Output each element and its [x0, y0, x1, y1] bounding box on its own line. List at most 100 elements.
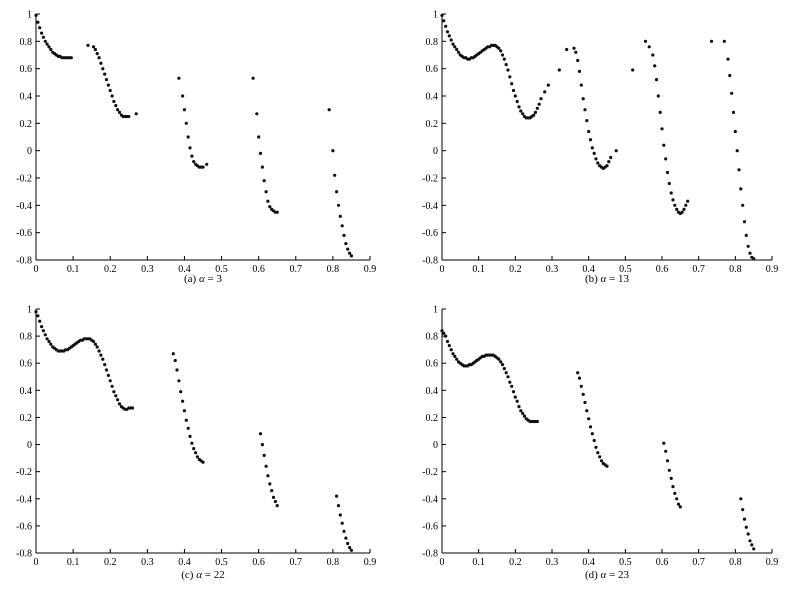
caption-value: = 22: [202, 569, 225, 581]
data-point: [38, 319, 42, 323]
x-tick-label: 0.4: [582, 557, 595, 568]
x-tick-label: 0.5: [619, 264, 632, 275]
x-tick-label: 0.8: [327, 557, 340, 568]
data-point: [445, 30, 450, 34]
data-point: [336, 203, 341, 207]
data-point: [592, 438, 596, 443]
data-point: [500, 363, 505, 367]
x-tick-label: 0: [440, 264, 445, 275]
data-point: [41, 329, 46, 333]
data-point: [504, 371, 508, 375]
x-tick-label: 0.5: [619, 557, 632, 568]
x-tick-label: 0.4: [178, 264, 191, 275]
data-point: [91, 339, 96, 344]
caption-label: (b): [585, 273, 601, 285]
data-point: [682, 207, 686, 211]
y-tick-label: 0.2: [20, 413, 33, 424]
data-point: [103, 72, 107, 76]
data-point: [181, 94, 185, 98]
data-point: [572, 46, 576, 50]
data-point: [535, 106, 539, 110]
data-point: [106, 373, 110, 377]
data-point: [190, 441, 194, 445]
y-tick-label: 0.4: [20, 92, 33, 103]
y-tick-label: -0.2: [422, 467, 438, 478]
x-tick-label: 0.7: [692, 264, 705, 275]
x-tick-label: 0.2: [104, 557, 117, 568]
data-point: [49, 342, 53, 346]
y-tick-label: -0.2: [16, 174, 32, 185]
data-point: [664, 449, 668, 453]
caption-value: = 13: [606, 273, 629, 285]
data-point: [91, 45, 96, 49]
data-point: [275, 504, 279, 508]
data-point: [539, 97, 543, 101]
panel-caption: (d) α = 23: [585, 569, 630, 581]
data-point: [521, 112, 525, 116]
data-point: [651, 53, 655, 57]
x-tick-label: 0.1: [472, 557, 485, 568]
y-tick-label: 0.6: [426, 359, 439, 370]
data-point: [675, 497, 679, 501]
data-point: [451, 42, 455, 46]
y-tick-label: 0: [27, 440, 32, 451]
data-point: [522, 414, 527, 418]
data-point: [737, 168, 741, 172]
data-point: [271, 495, 276, 499]
data-point: [669, 191, 673, 195]
y-tick-label: 0.8: [20, 332, 33, 343]
data-point: [739, 187, 743, 191]
panel-b-chart: 0 0.1 0.2 0.3 0.4 0.5 0.6 0.7 0.8 0.9 1 0.8 0.6 0.4 0.…: [422, 10, 778, 286]
caption-value: = 23: [606, 569, 629, 581]
data-point: [744, 525, 748, 529]
data-point: [746, 244, 750, 248]
data-point: [114, 394, 118, 398]
data-point: [590, 146, 594, 150]
data-point: [108, 88, 112, 93]
data-point: [662, 143, 666, 147]
data-point: [97, 349, 101, 353]
data-point: [342, 529, 346, 533]
x-tick-label: 0: [34, 264, 39, 275]
data-point: [447, 34, 451, 38]
y-tick-label: 0: [433, 440, 438, 451]
data-point: [40, 325, 44, 329]
data-point: [99, 353, 103, 357]
data-point: [188, 146, 192, 150]
data-point: [675, 207, 679, 211]
data-point: [587, 417, 591, 421]
data-point: [108, 379, 112, 383]
caption-label: (d): [585, 569, 601, 581]
data-point: [579, 83, 583, 87]
data-point: [444, 24, 448, 28]
data-point: [264, 464, 268, 468]
data-point: [497, 357, 501, 361]
y-tick-label: 0.6: [426, 64, 439, 75]
data-point: [192, 447, 196, 451]
data-point: [449, 348, 453, 352]
x-tick-label: 0.6: [252, 264, 265, 275]
data-point: [739, 497, 743, 501]
x-tick-label: 0.9: [766, 264, 779, 275]
data-point: [656, 94, 660, 98]
data-point: [177, 379, 181, 383]
data-point: [596, 161, 600, 165]
data-point: [599, 459, 604, 463]
data-point: [658, 110, 662, 114]
data-point: [327, 108, 331, 112]
data-point: [97, 56, 101, 60]
data-point: [348, 546, 352, 550]
data-point: [34, 13, 38, 17]
data-point: [504, 63, 508, 67]
data-point: [684, 203, 688, 207]
data-point: [680, 210, 684, 214]
data-point: [86, 43, 90, 48]
data-point: [348, 251, 352, 255]
data-point: [577, 376, 582, 380]
caption-label: (c): [181, 569, 196, 581]
data-point: [268, 482, 272, 486]
data-point: [609, 155, 613, 160]
x-tick-label: 0: [440, 557, 445, 568]
data-point: [583, 108, 587, 112]
data-point: [741, 203, 745, 207]
